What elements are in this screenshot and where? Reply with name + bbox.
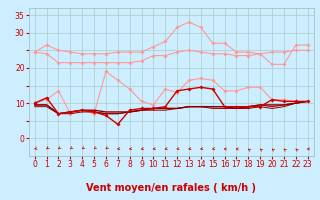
Text: Vent moyen/en rafales ( km/h ): Vent moyen/en rafales ( km/h ) [86,183,256,193]
